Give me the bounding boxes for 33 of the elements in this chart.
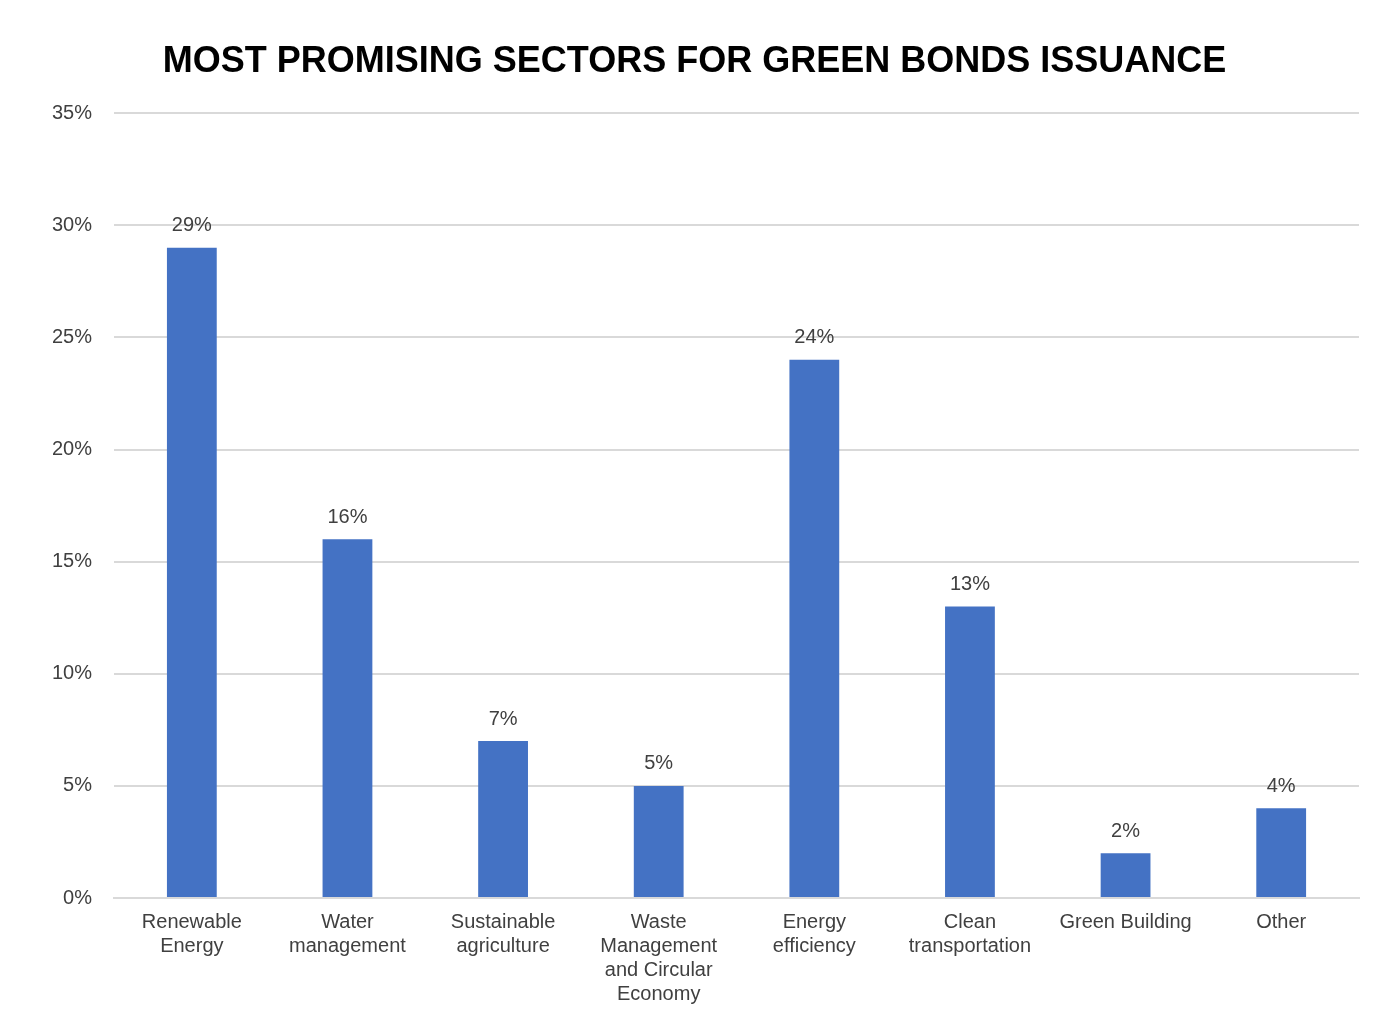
bar [1100, 853, 1151, 897]
bar [478, 741, 528, 897]
bar [1256, 808, 1307, 897]
y-tick-label: 20% [52, 437, 93, 460]
data-label: 2% [1111, 818, 1141, 841]
bar [322, 539, 373, 897]
data-label: 7% [488, 706, 518, 729]
data-label: 29% [171, 213, 213, 236]
y-tick-label: 35% [52, 100, 93, 123]
y-tick-label: 10% [52, 661, 93, 684]
bar [789, 359, 840, 897]
data-label: 16% [327, 504, 368, 527]
y-tick-label: 25% [52, 324, 93, 347]
x-tick-label: Sustainable agriculture [450, 909, 556, 956]
x-tick-label: Waste Management and Circular Economy [600, 909, 718, 1004]
data-label: 5% [644, 751, 674, 774]
data-label: 4% [1266, 773, 1296, 796]
x-tick-label: Renewable Energy [141, 909, 242, 956]
x-tick-label: Green Building [1059, 909, 1192, 932]
x-tick-label: Clean transportation [908, 909, 1032, 956]
bar [945, 606, 995, 897]
bar [166, 247, 217, 897]
y-tick-label: 30% [52, 212, 93, 235]
x-tick-label: Energy efficiency [772, 909, 856, 956]
y-tick-label: 0% [63, 885, 93, 908]
y-tick-label: 5% [63, 773, 93, 796]
data-label: 24% [794, 325, 835, 348]
x-tick-label: Water management [289, 909, 407, 956]
y-tick-label: 15% [52, 549, 93, 572]
bar [633, 785, 684, 897]
chart-title: MOST PROMISING SECTORS FOR GREEN BONDS ISSUANCE [162, 38, 1227, 80]
data-label: 13% [949, 572, 991, 595]
x-tick-label: Other [1256, 909, 1307, 932]
